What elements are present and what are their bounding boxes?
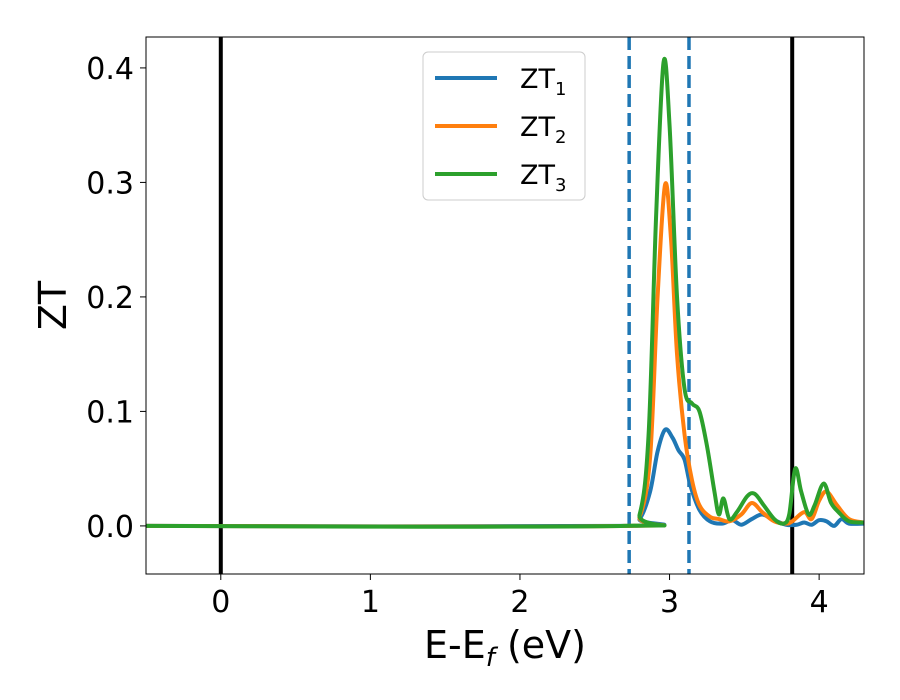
x-axis-label-unit: (eV) [495, 623, 586, 667]
x-tick-label: 4 [810, 585, 829, 620]
legend-box [422, 51, 586, 201]
series-line-zt2 [146, 181, 864, 529]
y-tick-label: 0.4 [86, 52, 134, 87]
plot-frame [145, 36, 865, 575]
x-tick-label: 1 [361, 585, 380, 620]
legend-label-zt3: ZT3 [520, 160, 566, 196]
y-axis-ticks: 0.0 0.1 0.2 0.3 0.4 [86, 52, 146, 545]
x-axis-ticks: 0 1 2 3 4 [211, 574, 829, 620]
y-axis-label: ZT [31, 280, 75, 330]
y-tick-label: 0.3 [86, 166, 134, 201]
y-tick-label: 0.1 [86, 395, 134, 430]
legend-label-zt2: ZT2 [520, 112, 566, 148]
x-tick-label: 3 [660, 585, 679, 620]
x-axis-label-main: E-E [424, 623, 486, 667]
legend-label-zt1: ZT1 [520, 64, 566, 100]
series-line-zt1 [146, 427, 864, 529]
x-axis-label: E-Ef (eV) [424, 623, 586, 673]
series-lines [146, 57, 864, 529]
legend: ZT1 ZT2 ZT3 [422, 51, 586, 201]
y-tick-label: 0.2 [86, 281, 134, 316]
x-tick-label: 0 [211, 585, 230, 620]
x-tick-label: 2 [510, 585, 529, 620]
series-line-zt3 [146, 57, 864, 529]
y-tick-label: 0.0 [86, 510, 134, 545]
